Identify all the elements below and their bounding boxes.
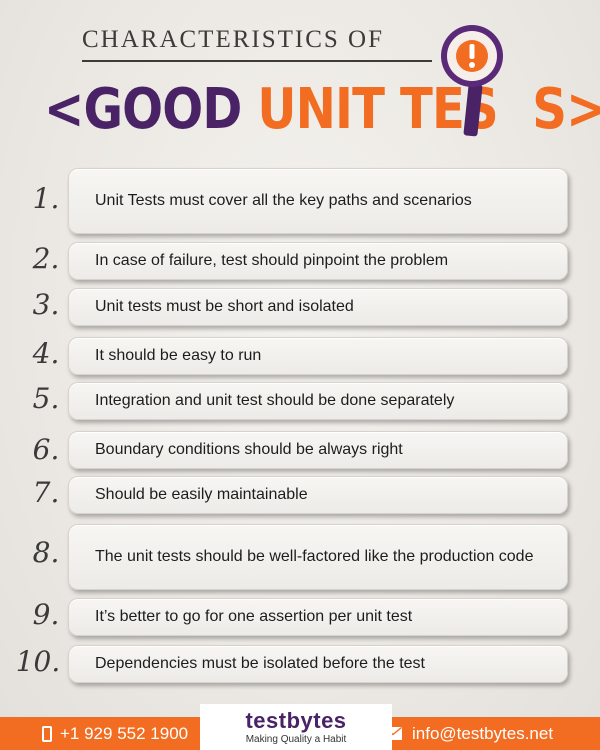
item-box: It’s better to go for one assertion per … [68, 598, 568, 636]
item-text: The unit tests should be well-factored l… [95, 548, 534, 565]
item-box: Unit tests must be short and isolated [68, 288, 568, 326]
phone-icon [42, 726, 52, 742]
item-number: 8. [32, 536, 60, 569]
item-box: The unit tests should be well-factored l… [68, 524, 568, 590]
title-unit-tests: UNIT TES [257, 77, 498, 142]
item-text: Dependencies must be isolated before the… [95, 655, 425, 672]
item-number: 5. [32, 382, 60, 415]
magnifier-icon [441, 25, 503, 137]
footer-phone[interactable]: +1 929 552 1900 [60, 724, 189, 743]
item-text: In case of failure, test should pinpoint… [95, 252, 449, 269]
subtitle-underline [82, 60, 432, 62]
item-text: Should be easily maintainable [95, 486, 308, 503]
item-box: Should be easily maintainable [68, 476, 568, 514]
item-number: 3. [32, 288, 60, 321]
item-box: In case of failure, test should pinpoint… [68, 242, 568, 280]
item-text: Boundary conditions should be always rig… [95, 441, 403, 458]
item-number: 10. [15, 645, 61, 678]
item-number: 4. [32, 337, 60, 370]
item-number: 2. [32, 242, 60, 275]
item-text: Unit Tests must cover all the key paths … [95, 192, 472, 209]
item-text: It’s better to go for one assertion per … [95, 608, 413, 625]
item-number: 7. [32, 476, 60, 509]
item-box: Dependencies must be isolated before the… [68, 645, 568, 683]
title-close: S> [532, 77, 600, 142]
item-number: 9. [32, 598, 60, 631]
logo-tagline: Making Quality a Habit [245, 734, 347, 745]
item-number: 6. [32, 433, 60, 466]
item-box: Integration and unit test should be done… [68, 382, 568, 420]
header-title: <GOOD UNIT TES S> [44, 70, 600, 150]
header-subtitle: CHARACTERISTICS OF [82, 26, 385, 53]
item-text: It should be easy to run [95, 347, 262, 364]
title-open-bracket: < [44, 77, 84, 142]
item-text: Integration and unit test should be done… [95, 392, 455, 409]
item-text: Unit tests must be short and isolated [95, 298, 354, 315]
item-box: Unit Tests must cover all the key paths … [68, 168, 568, 234]
logo-name: testbytes [245, 708, 347, 733]
footer-email[interactable]: info@testbytes.net [412, 724, 554, 743]
testbytes-logo[interactable]: testbytes Making Quality a Habit [200, 704, 392, 750]
item-box: It should be easy to run [68, 337, 568, 375]
item-box: Boundary conditions should be always rig… [68, 431, 568, 469]
title-good: GOOD [83, 77, 242, 142]
item-number: 1. [32, 182, 60, 215]
